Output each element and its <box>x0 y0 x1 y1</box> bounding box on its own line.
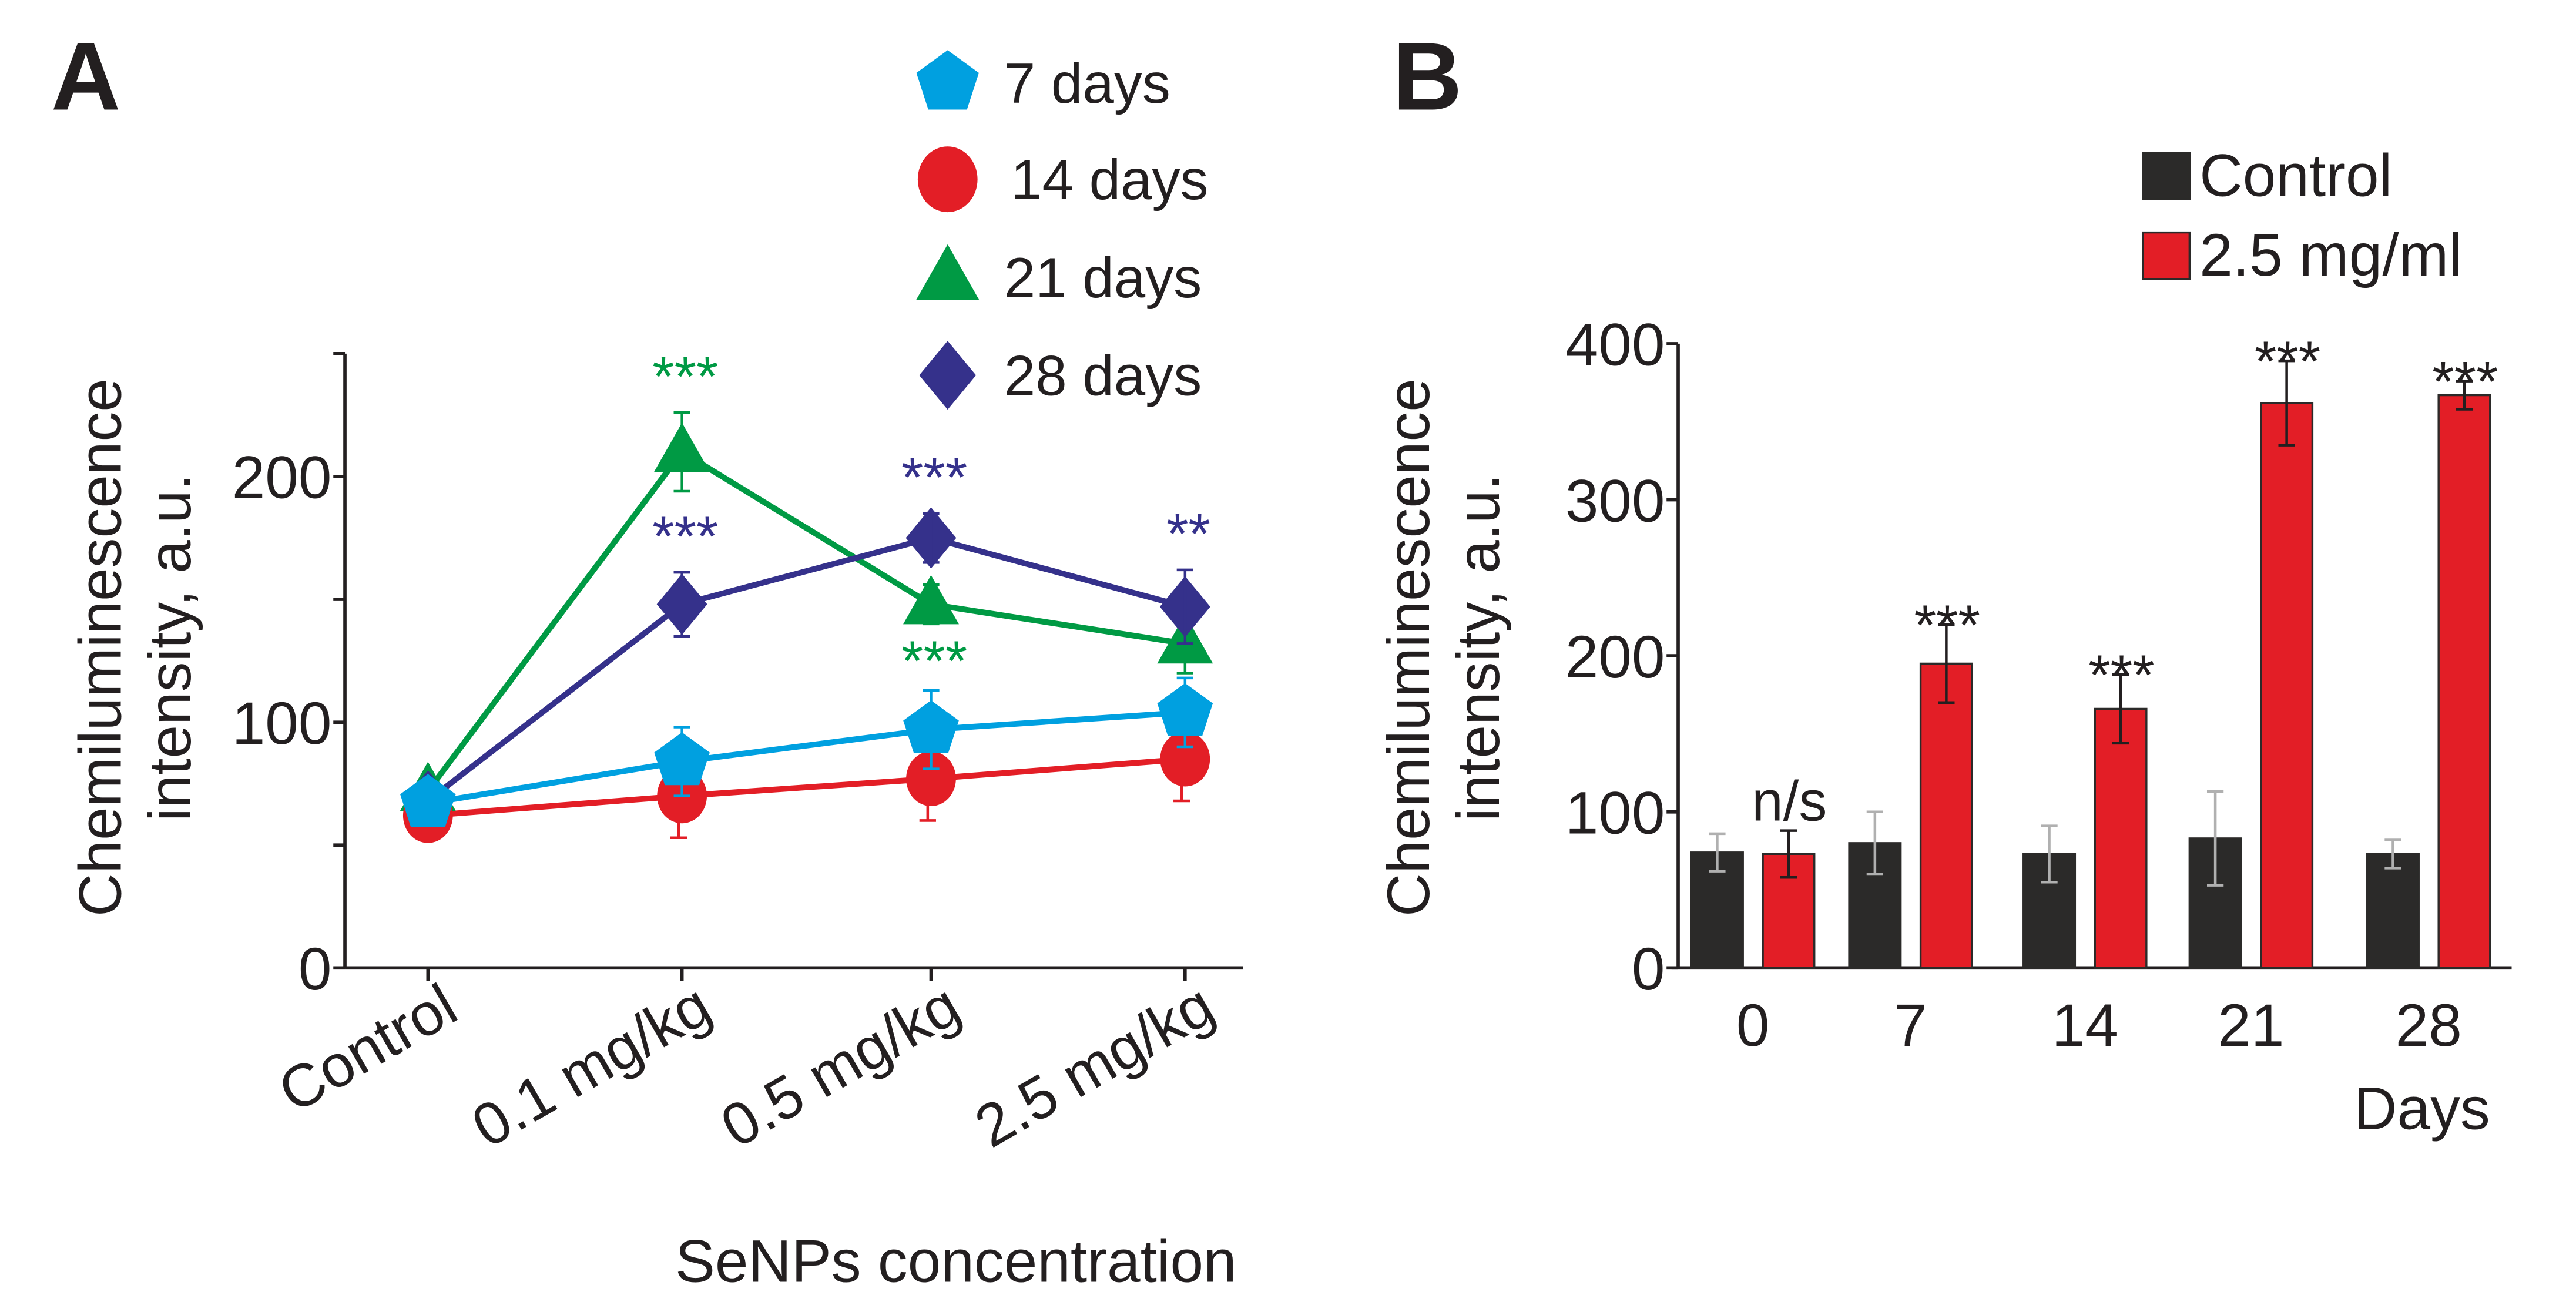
control-bar <box>1848 842 1902 969</box>
legend-item: 2.5 mg/ml <box>2142 222 2462 288</box>
significance-label: *** <box>2088 644 2154 707</box>
legend-item: 28 days <box>919 341 1202 410</box>
treated-bar <box>2094 707 2148 969</box>
x-tick-label: 2.5 mg/kg <box>964 971 1225 1160</box>
error-bar <box>673 411 690 493</box>
legend-label: Control <box>2199 142 2392 209</box>
error-bar <box>923 583 940 626</box>
x-tick-label: Control <box>267 971 468 1125</box>
error-bar <box>1938 623 1955 704</box>
error-bar <box>2206 790 2224 887</box>
legend-circle-icon <box>917 146 978 213</box>
error-bar <box>1176 676 1193 749</box>
y-tick-label: 100 <box>232 690 332 757</box>
x-tick-label: 0.5 mg/kg <box>710 971 971 1160</box>
x-tick-label: 14 <box>2052 992 2118 1059</box>
error-bar <box>1866 810 1883 876</box>
legend-triangle-icon <box>916 244 980 300</box>
series-line-21-days <box>425 449 1186 793</box>
x-tick-label: 21 <box>2218 992 2284 1059</box>
panel-label-b: B <box>1393 22 1462 130</box>
significance-label: n/s <box>1752 770 1827 833</box>
panel-label-a: A <box>51 22 120 130</box>
error-bar <box>1780 829 1797 879</box>
panel-a-x-label: SeNPs concentration <box>675 1227 1237 1294</box>
error-bar <box>2278 359 2295 447</box>
legend-item: 7 days <box>916 50 1170 115</box>
panel-b-x-label: Days <box>2354 1075 2490 1142</box>
significance-label: *** <box>901 630 967 693</box>
y-tick-label: 200 <box>1565 623 1665 690</box>
circle-marker <box>906 751 956 806</box>
series-line-14-days <box>427 756 1186 818</box>
error-bar <box>673 726 690 797</box>
error-bar <box>1709 832 1726 873</box>
legend-swatch-icon <box>2142 231 2191 280</box>
x-tick-label: 0 <box>1736 992 1770 1059</box>
error-bar <box>2384 838 2401 870</box>
error-bar <box>673 571 690 638</box>
error-bar <box>2112 673 2129 745</box>
legend-item: Control <box>2142 142 2392 209</box>
y-tick-label: 100 <box>1565 779 1665 846</box>
legend-item: 14 days <box>917 146 1209 213</box>
y-tick-label: 400 <box>1565 311 1665 378</box>
treated-bar <box>2437 394 2491 969</box>
legend: Control 2.5 mg/ml <box>2142 142 2462 288</box>
panel-b-y-label: Chemiluminescence intensity, a.u. <box>1375 378 1512 917</box>
y-label-line1: Chemiluminescence <box>1375 378 1442 917</box>
panel-a-y-label: Chemiluminescence intensity, a.u. <box>67 378 204 917</box>
significance-label: *** <box>2255 330 2320 393</box>
y-tick-label: 0 <box>1632 935 1665 1002</box>
pentagon-marker <box>400 774 456 827</box>
significance-label: *** <box>901 446 967 509</box>
legend: 7 days 14 days 21 days 28 days <box>916 50 1209 410</box>
legend-item: 21 days <box>916 244 1202 310</box>
error-bar <box>923 512 940 564</box>
error-bar <box>923 689 940 770</box>
panel-b-plot: 0 100 200 300 400 n/s 0 *** 7 *** 14 *** 21 *** 28 Cont… <box>1565 142 2512 1059</box>
significance-label: *** <box>652 505 718 568</box>
treated-bar <box>2260 402 2314 969</box>
control-bar <box>2366 853 2420 969</box>
y-label-line1: Chemiluminescence <box>67 378 134 917</box>
x-tick-label: 7 <box>1894 992 1927 1059</box>
legend-swatch-icon <box>2142 152 2191 200</box>
error-bar <box>2041 824 2058 884</box>
legend-label: 28 days <box>1004 345 1202 408</box>
axes <box>333 352 1243 981</box>
y-label-line2: intensity, a.u. <box>1445 474 1512 821</box>
error-bar <box>1176 568 1193 645</box>
y-tick-label: 0 <box>298 935 332 1002</box>
error-bar <box>2456 380 2473 411</box>
treated-bar <box>1919 662 1973 969</box>
legend-diamond-icon <box>919 341 977 410</box>
series-line-28-days <box>426 535 1186 803</box>
legend-label: 2.5 mg/ml <box>2199 222 2462 288</box>
y-tick-label: 200 <box>232 444 332 511</box>
x-tick-label: 28 <box>2396 992 2462 1059</box>
legend-label: 21 days <box>1004 247 1202 310</box>
significance-label: *** <box>2432 351 2498 414</box>
circle-marker <box>1160 732 1210 787</box>
significance-label: ** <box>1166 503 1210 566</box>
legend-label: 7 days <box>1004 52 1170 115</box>
significance-label: *** <box>1914 594 1980 657</box>
series-line-7-days <box>427 709 1186 807</box>
y-label-line2: intensity, a.u. <box>136 474 203 821</box>
significance-label: *** <box>652 345 718 408</box>
x-tick-label: 0.1 mg/kg <box>461 971 722 1160</box>
legend-pentagon-icon <box>916 50 979 110</box>
y-tick-label: 300 <box>1565 467 1665 534</box>
legend-label: 14 days <box>1011 149 1208 212</box>
